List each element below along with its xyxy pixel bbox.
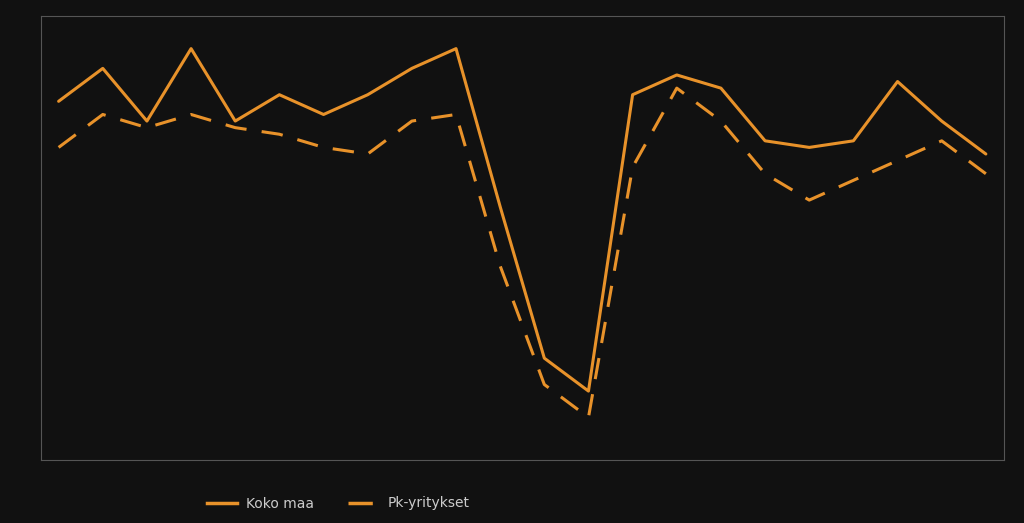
Legend: Koko maa, Pk-yritykset: Koko maa, Pk-yritykset (201, 491, 475, 516)
